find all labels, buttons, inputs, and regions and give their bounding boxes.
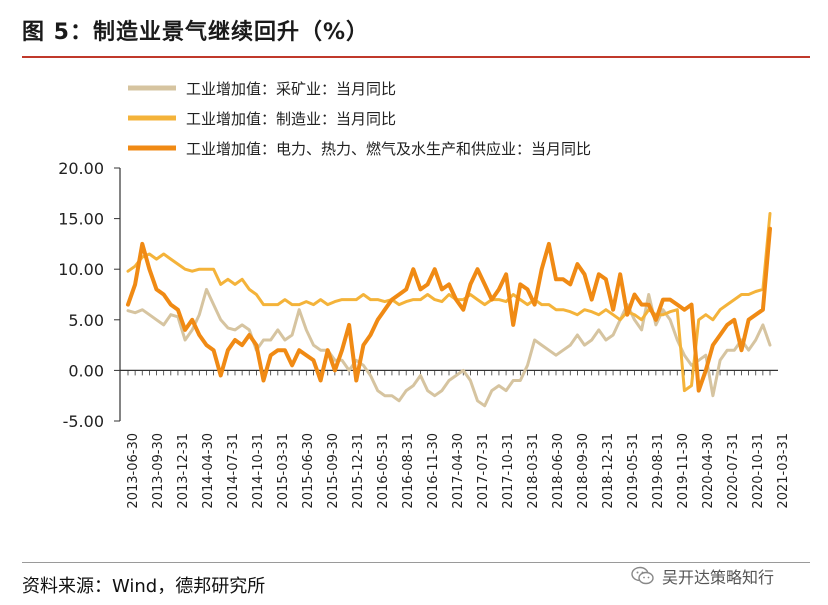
y-tick-label: 15.00 [58, 210, 104, 229]
y-tick-label: 0.00 [68, 361, 104, 380]
y-tick-label: -5.00 [63, 412, 104, 431]
y-tick-label: 20.00 [58, 159, 104, 178]
x-tick-label: 2018-03-31 [526, 433, 541, 509]
x-tick-label: 2016-05-31 [376, 433, 391, 509]
x-tick-label: 2018-09-30 [576, 433, 591, 509]
y-tick-label: 5.00 [68, 311, 104, 330]
x-tick-label: 2015-12-31 [351, 433, 366, 509]
title-rule [22, 56, 810, 58]
x-tick-label: 2019-11-30 [676, 433, 691, 509]
watermark-text: 吴开达策略知行 [662, 568, 775, 587]
x-tick-label: 2018-06-30 [551, 433, 566, 509]
y-tick-label: 10.00 [58, 260, 104, 279]
x-tick-label: 2017-07-31 [476, 433, 491, 509]
x-tick-label: 2014-10-31 [251, 433, 266, 509]
x-tick-label: 2020-07-31 [726, 433, 741, 509]
page-title: 图 5：制造业景气继续回升（%） [22, 20, 370, 45]
legend-label: 工业增加值：制造业：当月同比 [186, 110, 396, 128]
series-line [126, 212, 772, 393]
x-tick-label: 2013-09-30 [151, 433, 166, 509]
x-tick-label: 2013-06-30 [126, 433, 141, 509]
x-tick-label: 2018-12-31 [601, 433, 616, 509]
x-tick-label: 2015-06-30 [301, 433, 316, 509]
watermark: 吴开达策略知行 [630, 563, 774, 589]
line-chart: 工业增加值：采矿业：当月同比工业增加值：制造业：当月同比工业增加值：电力、热力、… [58, 80, 791, 509]
x-tick-label: 2019-08-31 [651, 433, 666, 509]
x-tick-label: 2019-05-31 [626, 433, 641, 509]
x-tick-label: 2014-04-30 [201, 433, 216, 509]
x-tick-label: 2017-10-31 [501, 433, 516, 509]
series-line [126, 226, 772, 393]
x-tick-label: 2015-09-30 [326, 433, 341, 509]
wechat-icon [631, 566, 654, 585]
x-tick-label: 2016-08-31 [401, 433, 416, 509]
legend-label: 工业增加值：电力、热力、燃气及水生产和供应业：当月同比 [186, 140, 591, 158]
footer-rule [22, 562, 810, 563]
legend-label: 工业增加值：采矿业：当月同比 [186, 80, 396, 98]
x-tick-label: 2014-07-31 [226, 433, 241, 509]
x-tick-label: 2015-03-31 [276, 433, 291, 509]
x-tick-label: 2021-03-31 [776, 433, 791, 509]
x-tick-label: 2020-10-31 [751, 433, 766, 509]
series-line [126, 287, 772, 408]
x-tick-label: 2017-04-30 [451, 433, 466, 509]
x-tick-label: 2020-04-30 [701, 433, 716, 509]
source-note: 资料来源：Wind，德邦研究所 [22, 576, 266, 597]
x-tick-label: 2013-12-31 [176, 433, 191, 509]
x-tick-label: 2016-11-30 [426, 433, 441, 509]
